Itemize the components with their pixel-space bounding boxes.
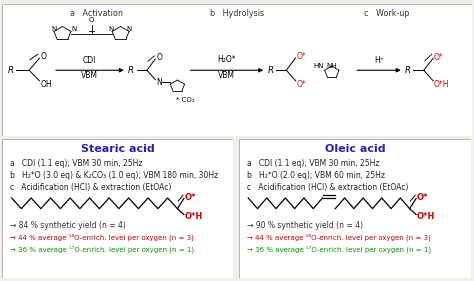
Text: CDI: CDI	[83, 56, 96, 65]
Text: b   H₂*O (2.0 eq); VBM 60 min, 25Hz: b H₂*O (2.0 eq); VBM 60 min, 25Hz	[247, 171, 385, 180]
Text: → 44 % average ¹⁸O-enrich. level per oxygen (n = 3): → 44 % average ¹⁸O-enrich. level per oxy…	[10, 233, 194, 241]
Text: O*H: O*H	[184, 212, 203, 221]
Text: O: O	[89, 17, 94, 23]
Text: a   Activation: a Activation	[70, 9, 123, 18]
Text: → 36 % average ¹⁷O-enrich. level per oxygen (n = 1): → 36 % average ¹⁷O-enrich. level per oxy…	[10, 246, 194, 253]
Text: Stearic acid: Stearic acid	[81, 144, 155, 155]
Text: O*: O*	[417, 193, 428, 202]
Text: R: R	[8, 66, 14, 75]
Text: → 90 % synthetic yield (n = 4): → 90 % synthetic yield (n = 4)	[247, 221, 363, 230]
FancyBboxPatch shape	[2, 139, 233, 278]
Text: H⁺: H⁺	[374, 56, 383, 65]
Text: O*: O*	[297, 80, 306, 89]
Text: b   H₂*O (3.0 eq) & K₂CO₃ (1.0 eq); VBM 180 min, 30Hz: b H₂*O (3.0 eq) & K₂CO₃ (1.0 eq); VBM 18…	[10, 171, 219, 180]
Text: N: N	[156, 78, 162, 87]
Text: O*H: O*H	[417, 212, 435, 221]
Text: O: O	[156, 53, 162, 62]
Text: b   Hydrolysis: b Hydrolysis	[210, 9, 264, 18]
FancyBboxPatch shape	[2, 4, 472, 136]
Text: HN: HN	[313, 64, 324, 69]
Text: H₂O*: H₂O*	[218, 55, 236, 64]
Text: O*: O*	[434, 53, 444, 62]
Text: R: R	[405, 66, 411, 75]
Text: Oleic acid: Oleic acid	[325, 144, 385, 155]
Text: O*: O*	[297, 52, 306, 61]
Text: → 84 % synthetic yield (n = 4): → 84 % synthetic yield (n = 4)	[10, 221, 126, 230]
Text: c   Acidification (HCl) & extraction (EtOAc): c Acidification (HCl) & extraction (EtOA…	[247, 183, 409, 192]
Text: N: N	[51, 26, 56, 32]
Text: → 36 % average ¹⁷O-enrich. level per oxygen (n = 1): → 36 % average ¹⁷O-enrich. level per oxy…	[247, 246, 431, 253]
Text: VBM: VBM	[218, 71, 235, 80]
Text: N: N	[127, 26, 132, 32]
Text: → 44 % average ¹⁸O-enrich. level per oxygen (n = 3): → 44 % average ¹⁸O-enrich. level per oxy…	[247, 233, 431, 241]
Text: O: O	[40, 52, 46, 61]
Text: R: R	[128, 66, 134, 75]
Text: O*H: O*H	[434, 80, 450, 89]
Text: R: R	[267, 66, 273, 75]
Text: a   CDI (1.1 eq); VBM 30 min, 25Hz: a CDI (1.1 eq); VBM 30 min, 25Hz	[247, 159, 380, 168]
Text: N: N	[109, 26, 114, 32]
Text: c   Acidification (HCl) & extraction (EtOAc): c Acidification (HCl) & extraction (EtOA…	[10, 183, 172, 192]
Text: N: N	[71, 26, 76, 32]
FancyBboxPatch shape	[239, 139, 471, 278]
Text: c   Work-up: c Work-up	[365, 9, 410, 18]
Text: NH: NH	[327, 64, 337, 69]
Text: OH: OH	[40, 80, 52, 89]
Text: VBM: VBM	[81, 71, 98, 80]
Text: O*: O*	[184, 193, 196, 202]
Text: a   CDI (1.1 eq); VBM 30 min, 25Hz: a CDI (1.1 eq); VBM 30 min, 25Hz	[10, 159, 143, 168]
Text: * CO₂: * CO₂	[176, 97, 195, 103]
